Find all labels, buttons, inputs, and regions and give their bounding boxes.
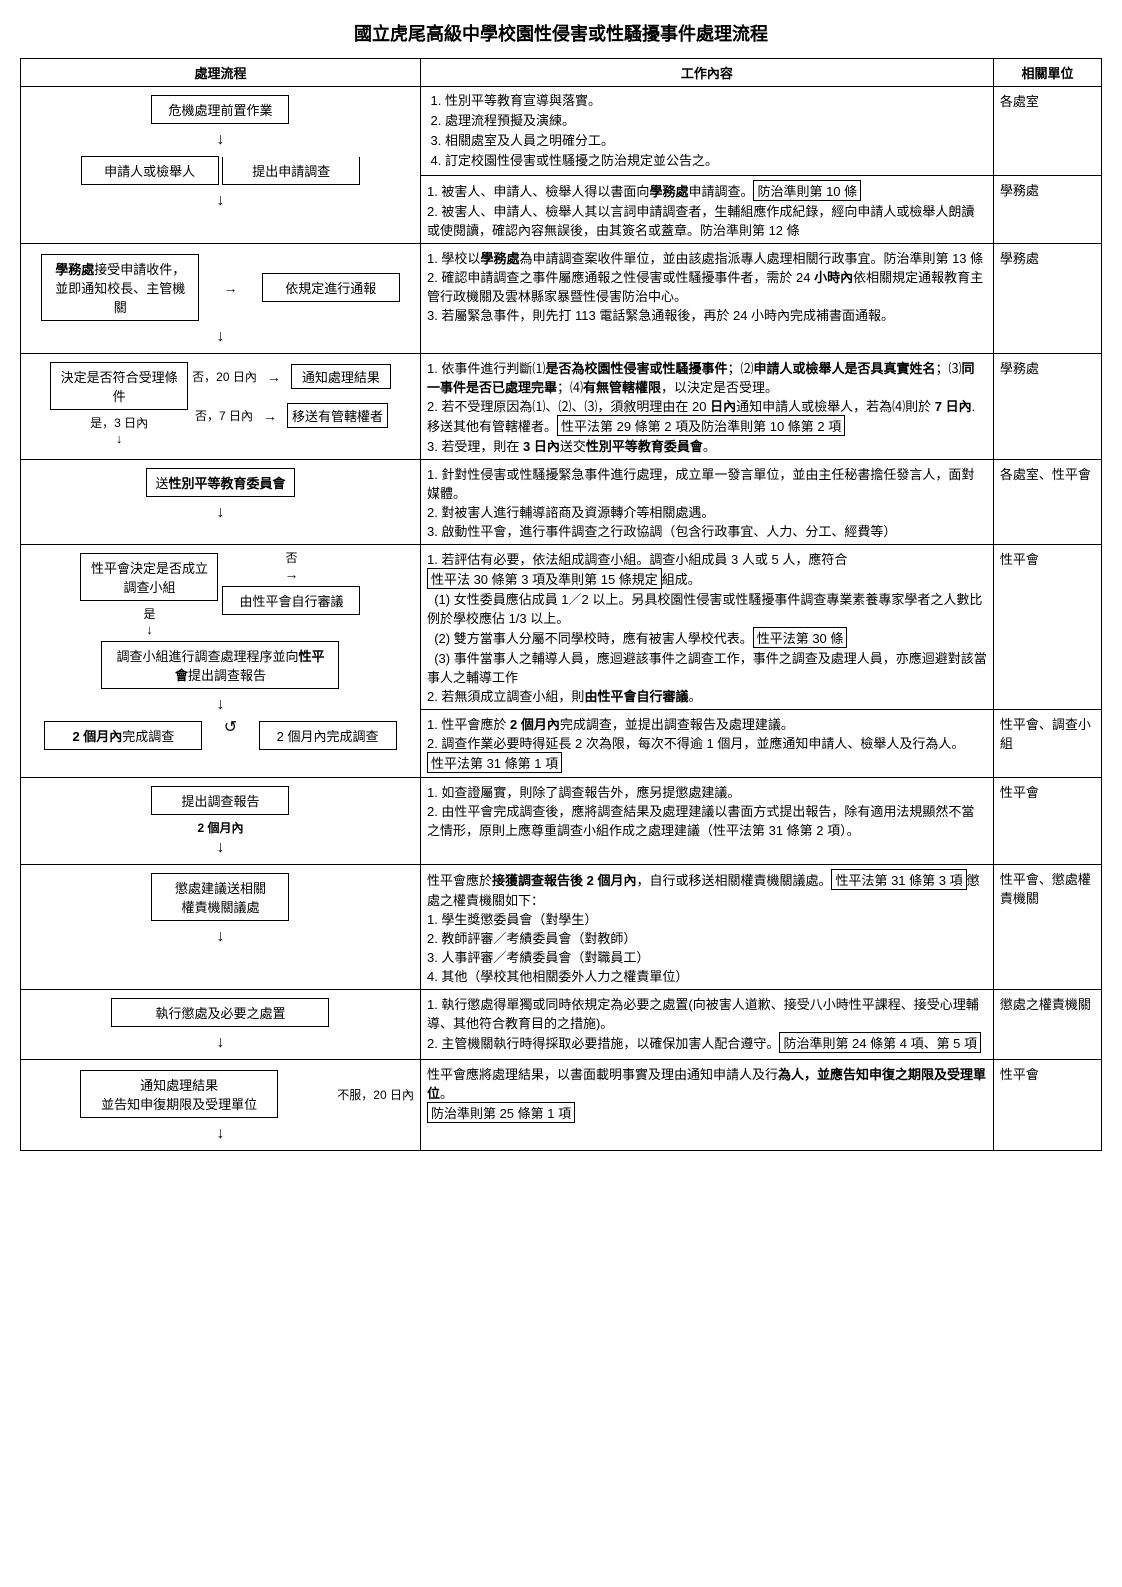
flow-box: 申請人或檢舉人 bbox=[81, 156, 219, 185]
unit-10: 性平會 bbox=[993, 1060, 1101, 1151]
content-4: 1. 針對性侵害或性騷擾緊急事件進行處理，成立單一發言單位，並由主任秘書擔任發言… bbox=[420, 460, 993, 545]
flow-10: 通知處理結果並告知申復期限及受理單位 不服，20 日內 ↓ bbox=[21, 1060, 421, 1151]
arrow-down-icon: ↓ bbox=[27, 504, 414, 522]
flow-box: 懲處建議送相關 權責機關議處 bbox=[151, 873, 289, 921]
unit-3: 學務處 bbox=[993, 354, 1101, 460]
page-title: 國立虎尾高級中學校園性侵害或性騷擾事件處理流程 bbox=[20, 20, 1102, 46]
content-item: 相關處室及人員之明確分工。 bbox=[445, 132, 987, 151]
unit-5: 性平會 bbox=[993, 545, 1101, 710]
content-5: 1. 若評估有必要，依法組成調查小組。調查小組成員 3 人或 5 人，應符合性平… bbox=[420, 545, 993, 710]
flow-box: 2 個月內完成調查 bbox=[44, 721, 202, 750]
flow-box: 提出申請調查 bbox=[222, 157, 360, 185]
label: 是 bbox=[143, 605, 155, 622]
flow-box: 依規定進行通報 bbox=[262, 273, 400, 302]
arrow-down-icon: ↓ bbox=[27, 1034, 414, 1052]
flow-0: 危機處理前置作業 ↓ 申請人或檢舉人 提出申請調查 ↓ bbox=[21, 87, 421, 244]
flow-box: 提出調查報告 bbox=[151, 786, 289, 815]
arrow-down-icon: ↓ bbox=[27, 928, 414, 946]
flow-7: 提出調查報告 2 個月內 ↓ bbox=[21, 778, 421, 865]
arrow-down-icon: ↓ bbox=[27, 328, 414, 346]
arrow-right-icon: → bbox=[219, 280, 241, 296]
flow-5: 性平會決定是否成立調查小組 是 ↓ 否 → 由性平會自行審議 調查小組進行調查處… bbox=[21, 545, 421, 778]
text: 權責機關議處 bbox=[181, 900, 259, 915]
content-8: 性平會應於接獲調查報告後 2 個月內，自行或移送相關權責機關議處。性平法第 31… bbox=[420, 865, 993, 990]
unit-8: 性平會、懲處權責機關 bbox=[993, 865, 1101, 990]
unit-6: 性平會、調查小組 bbox=[993, 710, 1101, 778]
content-item: 性別平等教育宣導與落實。 bbox=[445, 92, 987, 111]
flow-box: 送性別平等教育委員會 bbox=[146, 468, 294, 497]
content-item: 訂定校園性侵害或性騷擾之防治規定並公告之。 bbox=[445, 152, 987, 171]
arrow-down-icon: ↓ bbox=[27, 696, 414, 714]
flow-2: 學務處接受申請收件，並即通知校長、主管機關 → 依規定進行通報 ↓ bbox=[21, 244, 421, 354]
flow-8: 懲處建議送相關 權責機關議處 ↓ bbox=[21, 865, 421, 990]
unit-9: 懲處之權責機關 bbox=[993, 990, 1101, 1060]
arrow-right-icon: → bbox=[263, 369, 285, 385]
content-9: 1. 執行懲處得單獨或同時依規定為必要之處置(向被害人道歉、接受八小時性平課程、… bbox=[420, 990, 993, 1060]
unit-0: 各處室 bbox=[993, 87, 1101, 176]
arrow-down-icon: ↓ bbox=[27, 192, 414, 210]
content-1: 1. 被害人、申請人、檢舉人得以書面向學務處申請調查。防治準則第 10 條2. … bbox=[420, 176, 993, 244]
arrow-down-icon: ↓ bbox=[27, 1125, 414, 1143]
unit-1: 學務處 bbox=[993, 176, 1101, 244]
flow-box: 學務處接受申請收件，並即通知校長、主管機關 bbox=[41, 254, 199, 321]
content-6: 1. 性平會應於 2 個月內完成調查，並提出調查報告及處理建議。2. 調查作業必… bbox=[420, 710, 993, 778]
content-2: 1. 學校以學務處為申請調查案收件單位，並由該處指派專人處理相關行政事宜。防治準… bbox=[420, 244, 993, 354]
flow-box: 移送有管轄權者 bbox=[287, 403, 388, 428]
text: 懲處建議送相關 bbox=[175, 881, 266, 896]
content-item: 處理流程預擬及演練。 bbox=[445, 112, 987, 131]
arrow-right-icon: → bbox=[259, 408, 281, 424]
label: 2 個月內 bbox=[27, 819, 414, 836]
flow-box: 性平會決定是否成立調查小組 bbox=[80, 553, 218, 601]
label: 是，3 日內 bbox=[90, 414, 148, 431]
label: 否，20 日內 bbox=[192, 368, 257, 385]
flow-9: 執行懲處及必要之處置 ↓ bbox=[21, 990, 421, 1060]
unit-2: 學務處 bbox=[993, 244, 1101, 354]
content-0: 性別平等教育宣導與落實。 處理流程預擬及演練。 相關處室及人員之明確分工。 訂定… bbox=[420, 87, 993, 176]
flow-box: 通知處理結果並告知申復期限及受理單位 bbox=[80, 1070, 278, 1118]
flow-box: 2 個月內完成調查 bbox=[259, 721, 397, 750]
arrow-right-icon: → bbox=[280, 566, 302, 582]
flow-box: 執行懲處及必要之處置 bbox=[111, 998, 329, 1027]
content-3: 1. 依事件進行判斷⑴是否為校園性侵害或性騷擾事件；⑵申請人或檢舉人是否具真實姓… bbox=[420, 354, 993, 460]
unit-4: 各處室、性平會 bbox=[993, 460, 1101, 545]
flow-3: 決定是否符合受理條件 是，3 日內 ↓ 否，20 日內 → 通知處理結果 否，7… bbox=[21, 354, 421, 460]
loop-arrow-icon: ↺ bbox=[224, 717, 237, 737]
arrow-down-icon: ↓ bbox=[27, 839, 414, 857]
header-content: 工作內容 bbox=[420, 59, 993, 87]
process-table: 處理流程 工作內容 相關單位 危機處理前置作業 ↓ 申請人或檢舉人 提出申請調查… bbox=[20, 58, 1102, 1151]
content-10: 性平會應將處理結果，以書面載明事實及理由通知申請人及行為人，並應告知申復之期限及… bbox=[420, 1060, 993, 1151]
content-7: 1. 如查證屬實，則除了調查報告外，應另提懲處建議。2. 由性平會完成調查後，應… bbox=[420, 778, 993, 865]
arrow-down-icon: ↓ bbox=[146, 622, 153, 637]
flow-box: 危機處理前置作業 bbox=[151, 95, 289, 124]
flow-4: 送性別平等教育委員會 ↓ bbox=[21, 460, 421, 545]
label: 否 bbox=[285, 549, 297, 566]
unit-7: 性平會 bbox=[993, 778, 1101, 865]
flow-box: 決定是否符合受理條件 bbox=[50, 362, 188, 410]
flow-box: 由性平會自行審議 bbox=[222, 586, 360, 615]
flow-box: 調查小組進行調查處理程序並向性平會提出調查報告 bbox=[101, 641, 339, 689]
header-flow: 處理流程 bbox=[21, 59, 421, 87]
arrow-down-icon: ↓ bbox=[27, 131, 414, 149]
label: 不服，20 日內 bbox=[337, 1086, 414, 1103]
label: 否，7 日內 bbox=[195, 407, 253, 424]
flow-box: 通知處理結果 bbox=[291, 364, 391, 389]
arrow-down-icon: ↓ bbox=[116, 431, 123, 446]
header-unit: 相關單位 bbox=[993, 59, 1101, 87]
